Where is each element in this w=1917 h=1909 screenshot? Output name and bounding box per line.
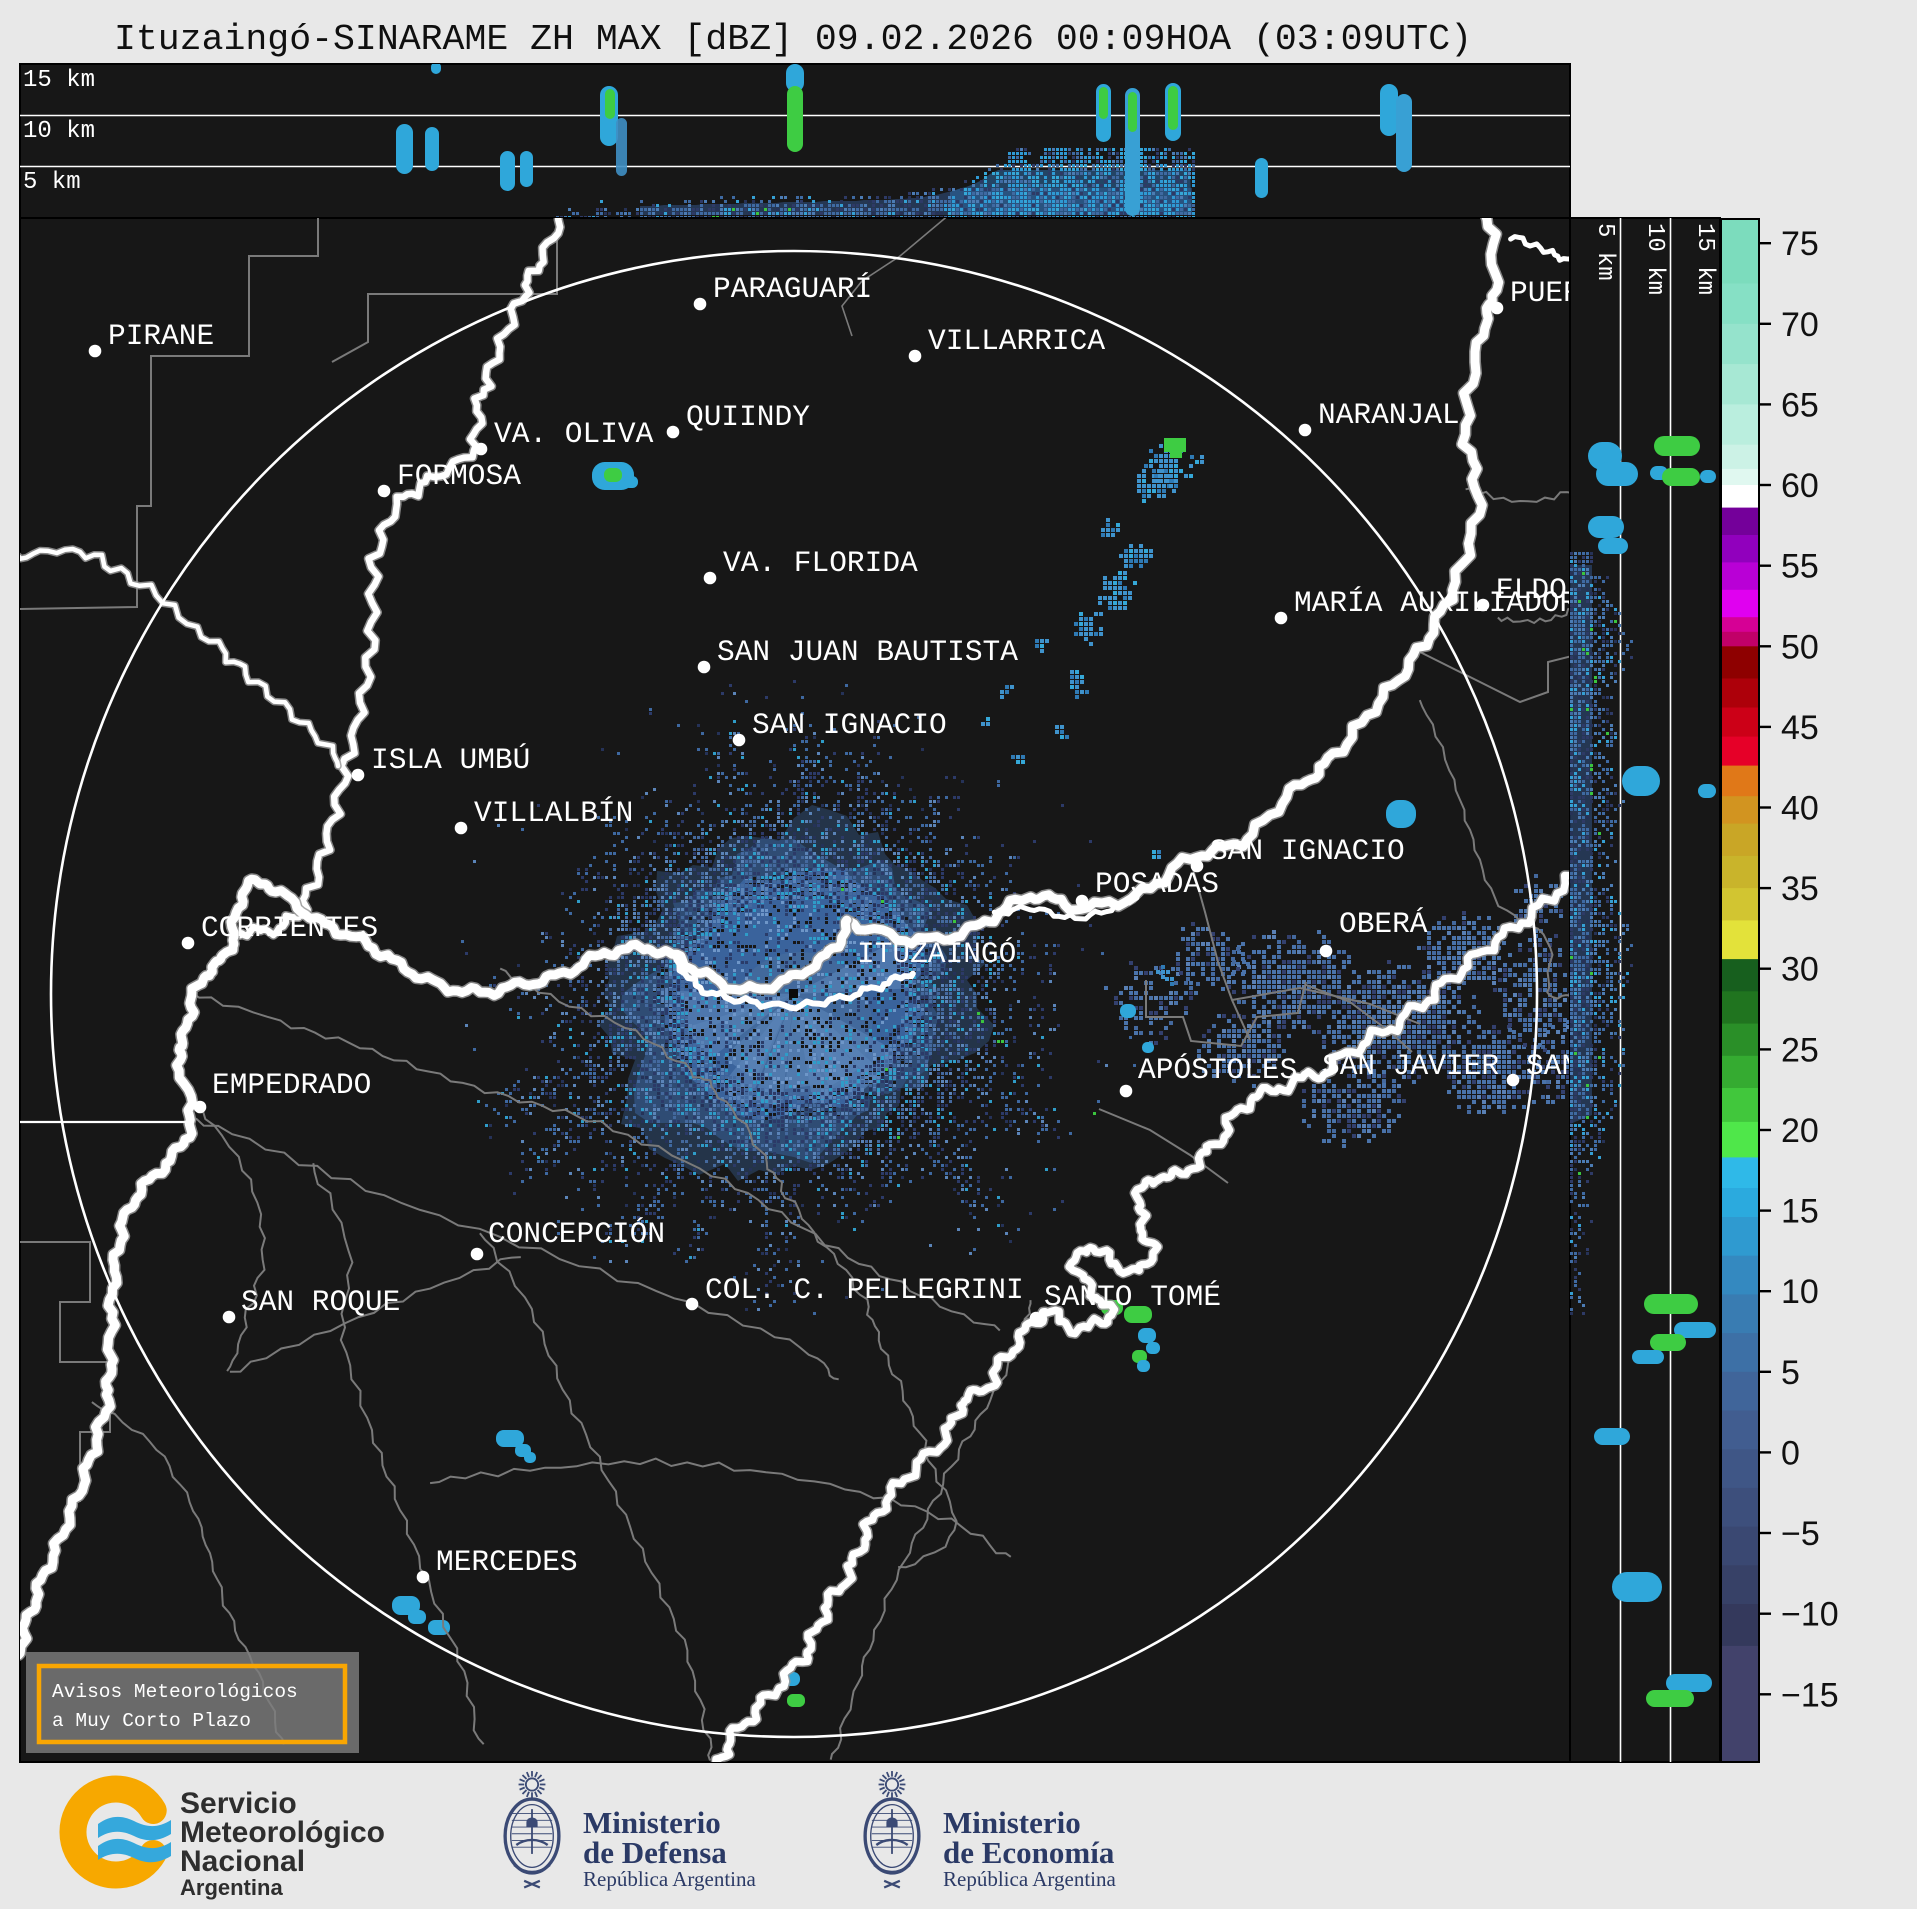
svg-text:SAN JAVIER: SAN JAVIER (1322, 1049, 1499, 1083)
svg-text:OBERÁ: OBERÁ (1339, 907, 1428, 941)
svg-text:EMPEDRADO: EMPEDRADO (212, 1068, 371, 1102)
svg-text:5: 5 (1781, 1354, 1800, 1392)
svg-text:15 km: 15 km (1691, 223, 1718, 295)
svg-text:70: 70 (1781, 306, 1819, 344)
svg-text:MERCEDES: MERCEDES (436, 1545, 578, 1579)
svg-text:10 km: 10 km (23, 118, 95, 145)
svg-text:PUERTO RICO: PUERTO RICO (1510, 276, 1705, 310)
svg-text:VA. FLORIDA: VA. FLORIDA (723, 546, 918, 580)
svg-text:60: 60 (1781, 467, 1819, 505)
svg-text:PARAGUARÍ: PARAGUARÍ (713, 272, 872, 306)
svg-text:COL. C. PELLEGRINI: COL. C. PELLEGRINI (705, 1273, 1024, 1307)
svg-text:NARANJAL: NARANJAL (1318, 398, 1460, 432)
svg-text:55: 55 (1781, 548, 1819, 586)
svg-text:SANTO TOMÉ: SANTO TOMÉ (1044, 1280, 1221, 1314)
svg-text:República Argentina: República Argentina (943, 1867, 1116, 1891)
svg-text:15 km: 15 km (23, 67, 95, 94)
svg-text:75: 75 (1781, 225, 1819, 263)
svg-text:Argentina: Argentina (180, 1875, 283, 1900)
svg-text:República Argentina: República Argentina (583, 1867, 756, 1891)
svg-text:FORMOSA: FORMOSA (397, 459, 521, 493)
svg-text:45: 45 (1781, 709, 1819, 747)
svg-text:APÓSTOLES: APÓSTOLES (1138, 1053, 1297, 1087)
svg-text:25: 25 (1781, 1031, 1819, 1069)
svg-text:Servicio: Servicio (180, 1787, 297, 1820)
svg-text:VILLARRICA: VILLARRICA (928, 324, 1105, 358)
svg-text:20: 20 (1781, 1112, 1819, 1150)
svg-text:SAN JUAN BAUTISTA: SAN JUAN BAUTISTA (717, 635, 1018, 669)
svg-text:ELDORADO: ELDORADO (1496, 573, 1638, 607)
svg-text:10: 10 (1781, 1273, 1819, 1311)
svg-text:15: 15 (1781, 1193, 1819, 1231)
svg-text:Meteorológico: Meteorológico (180, 1816, 385, 1849)
svg-text:35: 35 (1781, 870, 1819, 908)
svg-text:SAN IGNACIO: SAN IGNACIO (1210, 834, 1405, 868)
svg-text:SAN IGNACIO: SAN IGNACIO (752, 708, 947, 742)
svg-text:5 km: 5 km (23, 169, 81, 196)
svg-text:40: 40 (1781, 790, 1819, 828)
svg-text:ISLA UMBÚ: ISLA UMBÚ (371, 743, 530, 777)
svg-text:PIRANE: PIRANE (108, 319, 214, 353)
svg-text:VILLALBÍN: VILLALBÍN (474, 796, 633, 830)
svg-text:65: 65 (1781, 386, 1819, 424)
svg-text:VA. OLIVA: VA. OLIVA (494, 417, 654, 451)
svg-text:CORRIENTES: CORRIENTES (201, 911, 378, 945)
svg-text:de Defensa: de Defensa (583, 1835, 727, 1870)
svg-text:Ministerio: Ministerio (943, 1805, 1081, 1840)
svg-text:MARÍA AUXILIADORA: MARÍA AUXILIADORA (1294, 586, 1595, 620)
svg-text:Ituzaingó-SINARAME ZH MAX [dBZ: Ituzaingó-SINARAME ZH MAX [dBZ] 09.02.20… (114, 19, 1472, 60)
svg-text:POSADAS: POSADAS (1095, 867, 1219, 901)
svg-text:Nacional: Nacional (180, 1845, 305, 1878)
svg-text:QUIINDY: QUIINDY (686, 400, 810, 434)
svg-text:5 km: 5 km (1591, 223, 1618, 281)
svg-text:0: 0 (1781, 1434, 1800, 1472)
svg-text:30: 30 (1781, 951, 1819, 989)
svg-text:−10: −10 (1781, 1596, 1839, 1634)
svg-text:ITUZAINGÓ: ITUZAINGÓ (857, 937, 1016, 971)
svg-text:Avisos Meteorológicos: Avisos Meteorológicos (52, 1681, 298, 1703)
svg-text:10 km: 10 km (1641, 223, 1668, 295)
svg-text:SAN ROQUE: SAN ROQUE (241, 1285, 400, 1319)
svg-text:−5: −5 (1781, 1515, 1820, 1553)
svg-text:SAN JAVIER: SAN JAVIER (1526, 1049, 1703, 1083)
svg-text:Ministerio: Ministerio (583, 1805, 721, 1840)
svg-text:CONCEPCIÓN: CONCEPCIÓN (488, 1217, 665, 1251)
svg-text:50: 50 (1781, 628, 1819, 666)
svg-text:a Muy Corto Plazo: a Muy Corto Plazo (52, 1710, 251, 1732)
svg-text:−15: −15 (1781, 1676, 1839, 1714)
svg-text:de Economía: de Economía (943, 1835, 1115, 1870)
